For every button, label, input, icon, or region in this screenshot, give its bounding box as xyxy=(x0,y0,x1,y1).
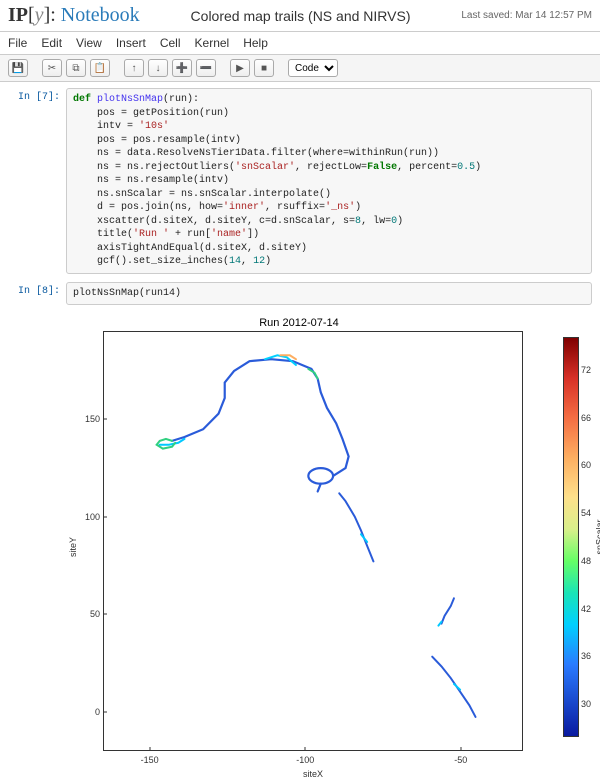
run-button[interactable]: ▶ xyxy=(230,59,250,77)
plus-icon: ➕ xyxy=(176,63,188,74)
save-icon: 💾 xyxy=(12,63,24,74)
down-icon: ↓ xyxy=(156,63,161,74)
scatter-plot: Run 2012-07-14 siteY siteX 0 50 100 150 -150… xyxy=(69,317,589,777)
logo-notebook: Notebook xyxy=(61,4,140,26)
stop-button[interactable]: ■ xyxy=(254,59,274,77)
notebook-title[interactable]: Colored map trails (NS and NIRVS) xyxy=(140,8,462,24)
logo-y: y xyxy=(35,4,44,26)
last-saved-text: Last saved: Mar 14 12:57 PM xyxy=(461,10,592,21)
copy-icon: ⧉ xyxy=(72,63,79,74)
colorbar-label: snScalar xyxy=(595,519,600,554)
stop-icon: ■ xyxy=(261,63,267,74)
menu-view[interactable]: View xyxy=(76,36,102,50)
trail-stroke xyxy=(438,622,441,626)
menu-help[interactable]: Help xyxy=(243,36,268,50)
menu-bar: File Edit View Insert Cell Kernel Help xyxy=(0,32,600,55)
plot-title: Run 2012-07-14 xyxy=(69,317,529,329)
trail-stroke xyxy=(432,657,475,717)
trail-stroke xyxy=(361,534,367,542)
colorbar-tick: 66 xyxy=(578,413,591,423)
colorbar-tick: 42 xyxy=(578,604,591,614)
trail-stroke xyxy=(318,484,321,492)
x-tick-label: -100 xyxy=(296,755,314,765)
plot-ylabel: siteY xyxy=(68,537,78,557)
trail-stroke xyxy=(308,468,333,484)
notebook-body: In [7]: def plotNsSnMap(run): pos = getP… xyxy=(0,82,600,783)
y-tick-label: 100 xyxy=(85,512,103,522)
code-input-7[interactable]: def plotNsSnMap(run): pos = getPosition(… xyxy=(66,88,592,274)
paste-icon: 📋 xyxy=(94,63,106,74)
cell-type-select[interactable]: Code xyxy=(288,59,338,77)
menu-kernel[interactable]: Kernel xyxy=(195,36,230,50)
menu-cell[interactable]: Cell xyxy=(160,36,181,50)
y-tick-label: 150 xyxy=(85,414,103,424)
plot-axes xyxy=(103,331,523,751)
logo: IP[y]: Notebook xyxy=(8,4,140,27)
save-button[interactable]: 💾 xyxy=(8,59,28,77)
logo-bracket-open: [ xyxy=(28,4,35,26)
insert-below-button[interactable]: ➖ xyxy=(196,59,216,77)
logo-ip: IP xyxy=(8,4,28,26)
code-cell-7[interactable]: In [7]: def plotNsSnMap(run): pos = getP… xyxy=(8,88,592,274)
toolbar: 💾 ✂ ⧉ 📋 ↑ ↓ ➕ ➖ ▶ ■ Code xyxy=(0,55,600,82)
colorbar-tick: 36 xyxy=(578,651,591,661)
plot-xlabel: siteX xyxy=(103,769,523,779)
colorbar-tick: 72 xyxy=(578,365,591,375)
move-up-button[interactable]: ↑ xyxy=(124,59,144,77)
x-tick-label: -150 xyxy=(141,755,159,765)
menu-insert[interactable]: Insert xyxy=(116,36,146,50)
colorbar: snScalar 3036424854606672 xyxy=(563,337,579,737)
colorbar-tick: 30 xyxy=(578,699,591,709)
trail-stroke xyxy=(339,493,373,561)
colorbar-tick: 54 xyxy=(578,508,591,518)
output-cell-8: Run 2012-07-14 siteY siteX 0 50 100 150 -150… xyxy=(8,313,592,777)
insert-above-button[interactable]: ➕ xyxy=(172,59,192,77)
menu-edit[interactable]: Edit xyxy=(41,36,62,50)
play-icon: ▶ xyxy=(236,63,244,74)
header-bar: IP[y]: Notebook Colored map trails (NS a… xyxy=(0,0,600,32)
y-tick-label: 50 xyxy=(90,609,103,619)
colorbar-tick: 60 xyxy=(578,460,591,470)
code-cell-8[interactable]: In [8]: plotNsSnMap(run14) xyxy=(8,282,592,306)
cut-button[interactable]: ✂ xyxy=(42,59,62,77)
minus-icon: ➖ xyxy=(200,63,212,74)
prompt-in-7: In [7]: xyxy=(8,88,66,274)
cut-icon: ✂ xyxy=(48,63,56,74)
colorbar-tick: 48 xyxy=(578,556,591,566)
move-down-button[interactable]: ↓ xyxy=(148,59,168,77)
menu-file[interactable]: File xyxy=(8,36,27,50)
x-tick-label: -50 xyxy=(454,755,467,765)
copy-button[interactable]: ⧉ xyxy=(66,59,86,77)
code-input-8[interactable]: plotNsSnMap(run14) xyxy=(66,282,592,306)
trail-stroke xyxy=(441,598,453,623)
output-area: Run 2012-07-14 siteY siteX 0 50 100 150 -150… xyxy=(8,313,592,777)
paste-button[interactable]: 📋 xyxy=(90,59,110,77)
y-tick-label: 0 xyxy=(95,707,103,717)
trail-stroke xyxy=(172,359,349,476)
logo-bracket-close: ]: xyxy=(44,4,56,26)
prompt-in-8: In [8]: xyxy=(8,282,66,306)
plot-svg xyxy=(104,332,522,750)
up-icon: ↑ xyxy=(132,63,137,74)
